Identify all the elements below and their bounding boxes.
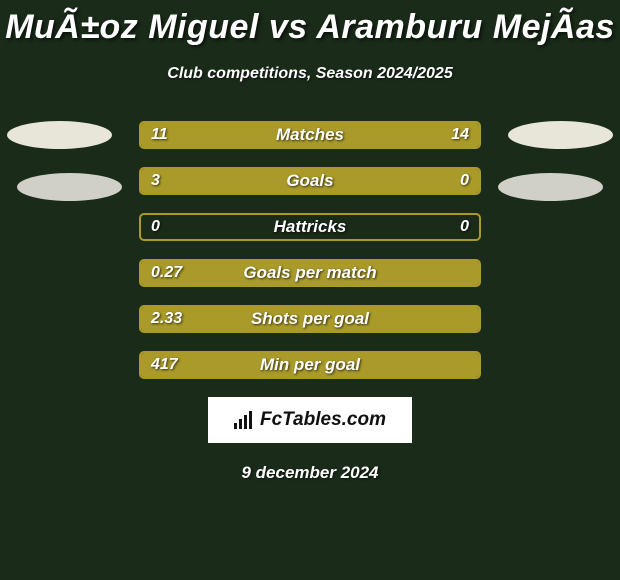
stat-row: 2.33Shots per goal [139, 305, 481, 333]
page-subtitle: Club competitions, Season 2024/2025 [0, 65, 620, 83]
stat-row: 417Min per goal [139, 351, 481, 379]
bar-right-fill [405, 169, 479, 193]
bar-left-fill [141, 307, 479, 331]
fctables-logo-text: FcTables.com [260, 409, 386, 431]
team-left-logo-placeholder [17, 173, 122, 201]
bar-label: Hattricks [141, 215, 479, 239]
bar-left-fill [141, 353, 479, 377]
bar-left-fill [141, 261, 479, 285]
stat-row: 30Goals [139, 167, 481, 195]
chart-area: 1114Matches 30Goals 0 0Hattricks 0.27Goals p… [0, 121, 620, 379]
fctables-logo-icon [234, 411, 256, 429]
stat-row: 0 0Hattricks [139, 213, 481, 241]
fctables-logo: FcTables.com [208, 397, 412, 443]
team-right-logo-placeholder [498, 173, 603, 201]
bar-value-left: 0 [151, 215, 160, 239]
stat-bars: 1114Matches 30Goals 0 0Hattricks 0.27Goals p… [139, 121, 481, 379]
page-title: MuÃ±oz Miguel vs Aramburu MejÃ­as [0, 0, 620, 47]
bar-left-fill [141, 123, 290, 147]
bar-right-fill [290, 123, 479, 147]
bar-left-fill [141, 169, 405, 193]
bar-value-right: 0 [460, 215, 469, 239]
stat-row: 0.27Goals per match [139, 259, 481, 287]
date-text: 9 december 2024 [0, 463, 620, 483]
player-right-photo-placeholder [508, 121, 613, 149]
stat-row: 1114Matches [139, 121, 481, 149]
player-left-photo-placeholder [7, 121, 112, 149]
